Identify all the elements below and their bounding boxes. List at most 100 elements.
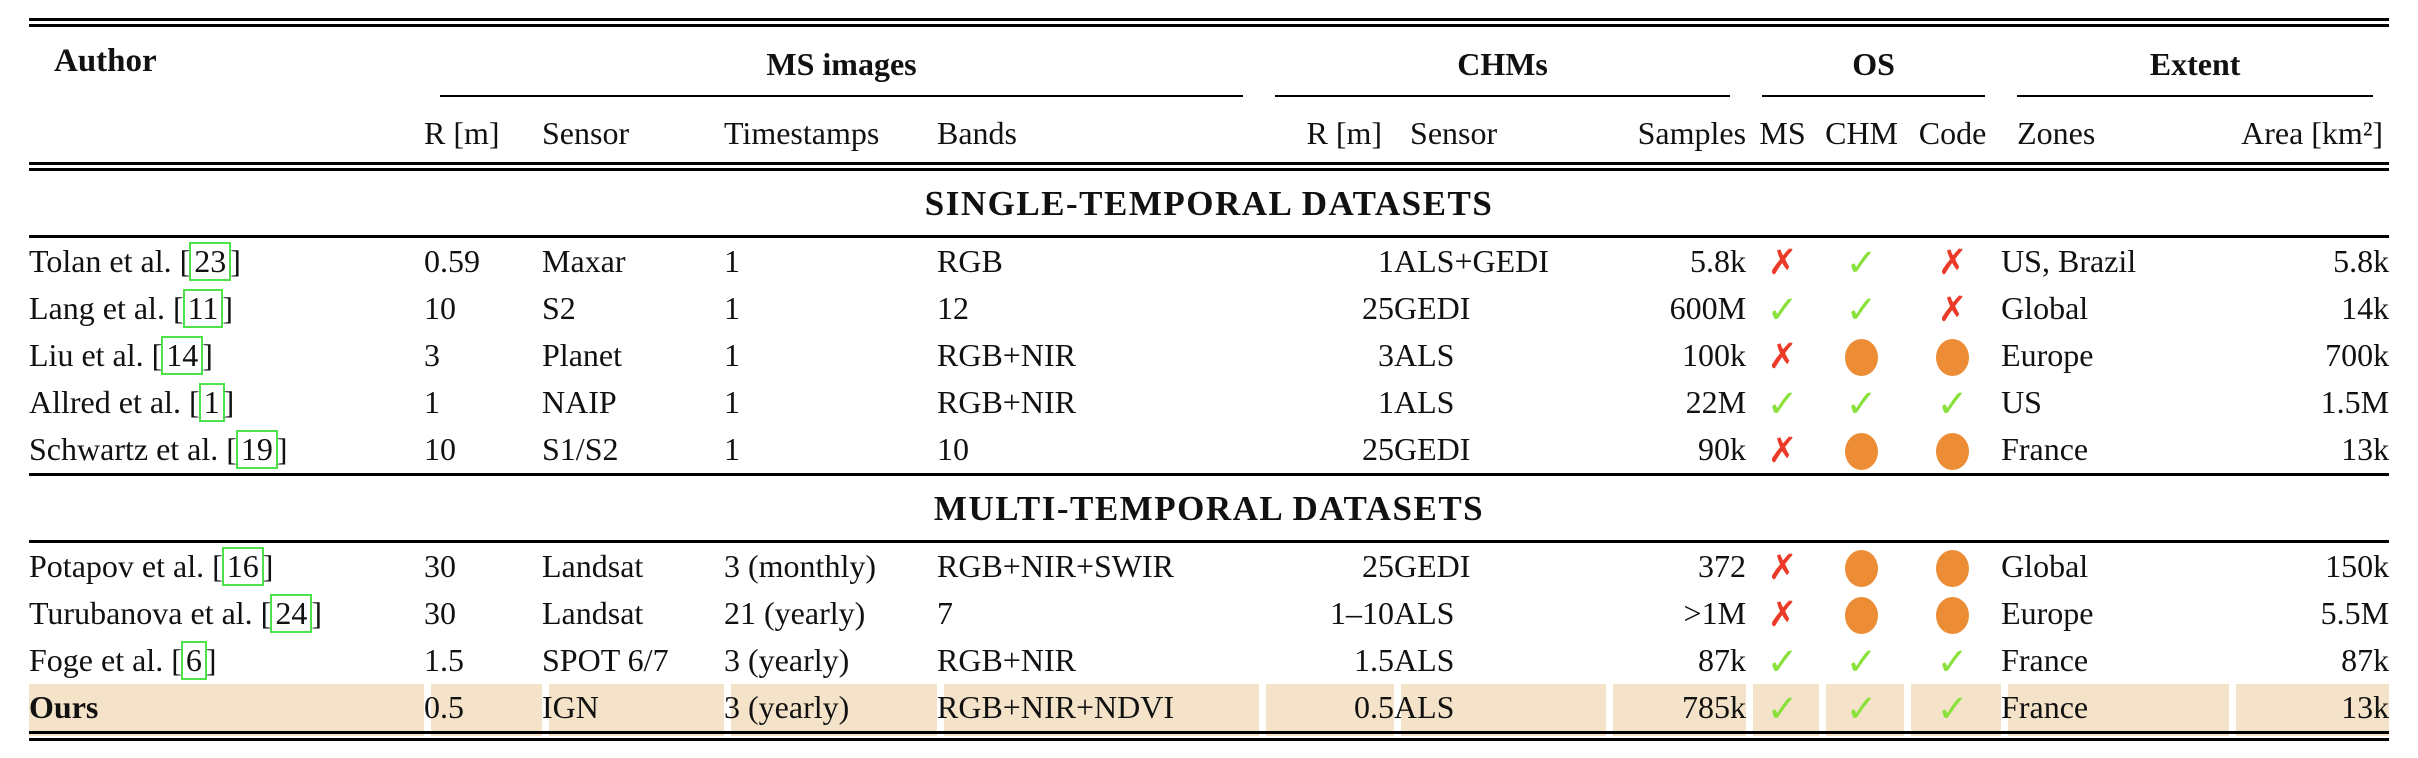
bands-cell: RGB [937,243,1003,279]
citation-number: 11 [182,288,224,329]
author-cell: Lang et al. [11] [29,285,424,332]
samples-cell: >1M [1683,595,1747,631]
area-cell: 13k [2229,684,2390,741]
os-code-cell: ✗ [1904,237,2001,286]
check-icon: ✓ [1936,639,1969,684]
cross-icon: ✗ [1937,290,1968,331]
ms-sensor-cell: Planet [542,337,622,373]
citation-link[interactable]: [16] [212,546,273,587]
ms-r-cell: 30 [424,548,456,584]
citation-number: 14 [161,335,204,376]
citation-number: 6 [180,640,207,681]
section-header-row: MULTI-TEMPORAL DATASETS [29,473,2390,543]
chm-r-cell: 3 [1378,337,1395,373]
column-header-bands: Bands [937,97,1260,171]
group-header-os: OS [1746,23,2001,97]
timestamps-cell: 3 (yearly) [724,642,850,678]
chm-r-cell: 25 [1362,548,1395,584]
area-cell: 14k [2341,290,2390,326]
ms-r-cell: 0.5 [424,684,542,741]
chm-sensor-cell: ALS [1394,684,1607,741]
citation-link[interactable]: [1] [189,382,234,423]
table-header: Author MS images CHMs OS Extent R [m] Se… [29,22,2390,171]
author-name: Potapov et al. [29,547,205,584]
samples-cell: 87k [1698,642,1747,678]
ms-sensor-cell: Maxar [542,243,626,279]
citation-link[interactable]: [23] [180,241,241,282]
samples-cell: 100k [1682,337,1747,373]
os-chm-cell: ✓ [1819,637,1904,684]
author-cell: Liu et al. [14] [29,332,424,379]
author-name: Liu et al. [29,336,144,373]
circle-icon [1936,432,1970,470]
check-icon: ✓ [1936,686,1969,731]
citation-link[interactable]: [24] [261,593,322,634]
check-icon: ✓ [1766,686,1799,731]
zones-cell: Global [2001,548,2089,584]
os-chm-cell [1819,590,1904,637]
citation-link[interactable]: [14] [152,335,213,376]
cross-icon: ✗ [1767,243,1798,284]
table-body: SINGLE-TEMPORAL DATASETS Tolan et al. [23… [29,166,2390,741]
check-icon: ✓ [1766,381,1799,426]
samples-cell: 90k [1698,431,1747,467]
timestamps-cell: 1 [724,431,740,467]
author-cell: Ours [29,684,424,741]
zones-cell: Europe [2001,337,2094,373]
os-code-cell [1904,590,2001,637]
cross-icon: ✗ [1767,431,1798,472]
timestamps-cell: 21 (yearly) [724,595,866,631]
area-cell: 150k [2325,548,2390,584]
os-code-cell: ✓ [1904,684,2002,741]
os-code-cell: ✗ [1904,285,2001,332]
column-header-ms-resolution: R [m] [424,97,542,171]
chm-r-cell: 1.5 [1354,642,1395,678]
samples-cell: 600M [1669,290,1747,326]
samples-cell: 5.8k [1690,243,1747,279]
zones-cell: Europe [2001,595,2094,631]
os-ms-cell: ✓ [1746,637,1819,684]
ms-sensor-cell: S1/S2 [542,431,619,467]
check-icon: ✓ [1845,240,1878,285]
samples-cell: 372 [1698,548,1747,584]
os-chm-cell: ✓ [1819,684,1905,741]
author-name: Turubanova et al. [29,594,253,631]
cross-icon: ✗ [1767,595,1798,636]
table-row: Foge et al. [6] 1.5 SPOT 6/7 3 (yearly) RGB+… [29,637,2389,684]
citation-number: 1 [198,382,225,423]
column-header-chm-resolution: R [m] [1259,97,1395,171]
citation-number: 16 [221,546,264,587]
author-name: Schwartz et al. [29,430,219,467]
check-icon: ✓ [1766,287,1799,332]
cross-icon: ✗ [1937,243,1968,284]
bands-cell: 12 [937,290,969,326]
author-cell: Turubanova et al. [24] [29,590,424,637]
citation-link[interactable]: [6] [171,640,217,681]
zones-cell: France [2001,431,2089,467]
os-chm-cell: ✓ [1819,237,1904,286]
table-row: Tolan et al. [23] 0.59 Maxar 1 RGB 1 ALS+GEDI 5… [29,237,2389,286]
citation-link[interactable]: [11] [173,288,233,329]
chm-sensor-cell: ALS [1394,337,1455,373]
group-header-row: Author MS images CHMs OS Extent [29,22,2389,171]
table-row: Turubanova et al. [24] 30 Landsat 21 (yearl… [29,590,2389,637]
section-title: SINGLE-TEMPORAL DATASETS [29,166,2390,238]
group-header-chms: CHMs [1259,23,1746,97]
zones-cell: Global [2001,290,2089,326]
cross-icon: ✗ [1767,548,1798,589]
check-icon: ✓ [1845,381,1878,426]
author-name: Ours [29,689,99,725]
citation-link[interactable]: [19] [226,429,288,470]
ms-sensor-cell: S2 [542,290,576,326]
table-row: Allred et al. [1] 1 NAIP 1 RGB+NIR 1 ALS 22M ✓ ✓ ✓… [29,379,2389,426]
author-cell: Tolan et al. [23] [29,237,424,286]
chm-sensor-cell: GEDI [1394,431,1471,467]
bands-cell: RGB+NIR+SWIR [937,548,1174,584]
ms-r-cell: 10 [424,431,456,467]
sub-header-row: R [m] Sensor Timestamps Bands R [m] Sens… [29,97,2390,171]
author-name: Foge et al. [29,641,164,678]
zones-cell: US, Brazil [2001,243,2137,279]
ms-sensor-cell: IGN [542,684,724,741]
circle-icon [1936,338,1970,376]
table-row: Lang et al. [11] 10 S2 1 12 25 GEDI 600M ✓ ✓ ✗ Glob… [29,285,2389,332]
